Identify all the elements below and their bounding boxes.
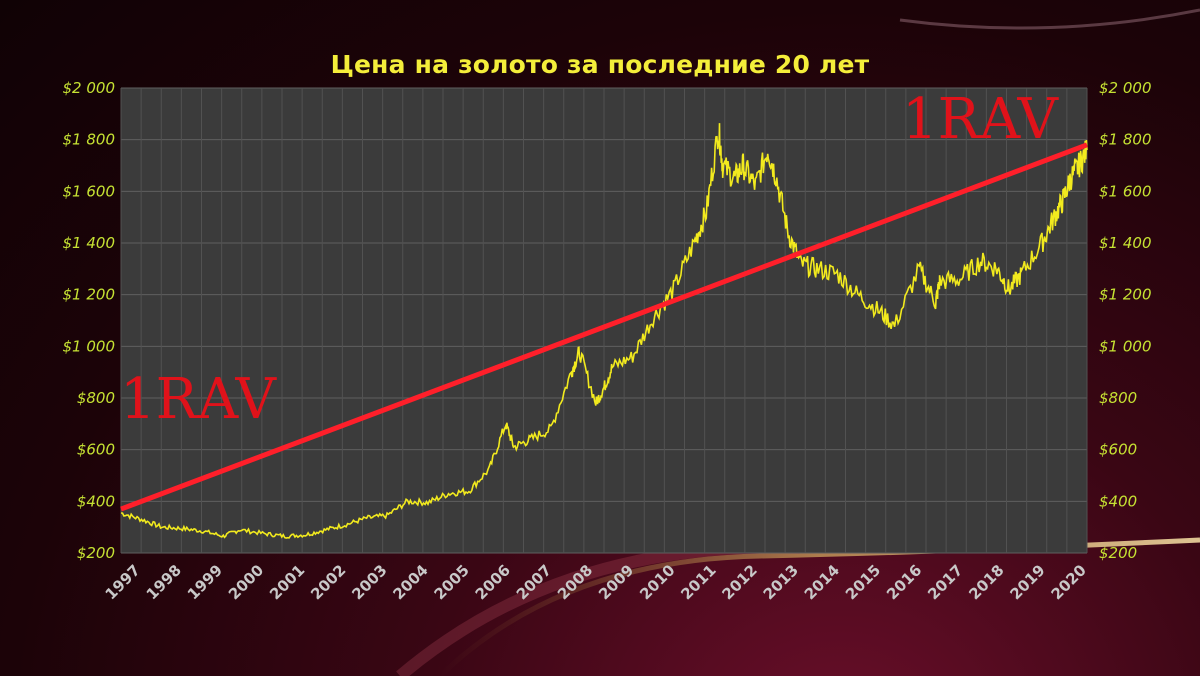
x-axis: 1997199819992000200120022003200420052006… <box>102 561 1090 603</box>
x-tick-label: 2001 <box>266 561 308 603</box>
y-tick-label-right: $800 <box>1099 389 1137 407</box>
x-tick-label: 2014 <box>801 561 843 603</box>
y-tick-label-left: $1 400 <box>63 234 116 252</box>
x-tick-label: 2006 <box>472 561 514 603</box>
y-tick-label-right: $2 000 <box>1099 79 1152 97</box>
y-tick-label-left: $600 <box>77 441 115 459</box>
watermark-left: 1RAV <box>120 367 276 432</box>
x-tick-label: 2016 <box>883 561 925 603</box>
x-tick-label: 2012 <box>719 561 761 603</box>
x-tick-label: 2009 <box>595 561 637 603</box>
y-tick-label-left: $400 <box>77 492 115 510</box>
y-tick-label-left: $800 <box>77 389 115 407</box>
y-tick-label-left: $1 800 <box>63 131 116 149</box>
x-tick-label: 2015 <box>842 561 884 603</box>
y-tick-label-right: $400 <box>1099 492 1137 510</box>
y-tick-label-right: $200 <box>1099 544 1137 562</box>
chart-title: Цена на золото за последние 20 лет <box>330 50 870 79</box>
y-tick-label-left: $2 000 <box>63 79 116 97</box>
x-tick-label: 2008 <box>554 561 596 603</box>
x-tick-label: 2010 <box>636 561 678 603</box>
y-tick-label-right: $1 000 <box>1099 337 1152 355</box>
y-tick-label-left: $1 000 <box>63 337 116 355</box>
y-tick-label-right: $1 800 <box>1099 131 1152 149</box>
y-axis-right: $2 000 $1 800 $1 600 $1 400 $1 200 $1 000 $800… <box>1099 79 1152 562</box>
gold-price-line <box>120 123 1088 539</box>
x-tick-label: 2007 <box>513 561 555 603</box>
y-axis-left: $2 000 $1 800 $1 600 $1 400 $1 200 $1 000 $800… <box>63 79 116 562</box>
x-tick-label: 2000 <box>225 561 267 603</box>
series-layer <box>120 123 1088 539</box>
y-tick-label-right: $1 200 <box>1099 286 1152 304</box>
x-tick-label: 2004 <box>389 561 431 603</box>
y-tick-label-left: $1 200 <box>63 286 116 304</box>
y-tick-label-left: $1 600 <box>63 182 116 200</box>
y-tick-label-right: $600 <box>1099 441 1137 459</box>
x-tick-label: 1999 <box>184 561 226 603</box>
x-tick-label: 1998 <box>143 561 185 603</box>
trendline <box>120 142 1088 512</box>
x-tick-label: 2018 <box>965 561 1007 603</box>
x-tick-label: 2005 <box>431 561 473 603</box>
y-tick-label-right: $1 600 <box>1099 182 1152 200</box>
x-tick-label: 2011 <box>677 561 719 603</box>
y-tick-label-right: $1 400 <box>1099 234 1152 252</box>
y-tick-label-left: $200 <box>77 544 115 562</box>
x-tick-label: 2013 <box>760 561 802 603</box>
trendline-layer <box>120 142 1088 512</box>
x-tick-label: 2019 <box>1006 561 1048 603</box>
x-tick-label: 2002 <box>307 561 349 603</box>
grid-lines <box>120 87 1088 554</box>
watermark-right: 1RAV <box>902 87 1058 152</box>
x-tick-label: 2003 <box>348 561 390 603</box>
x-tick-label: 2020 <box>1048 561 1090 603</box>
x-tick-label: 1997 <box>102 561 144 603</box>
x-tick-label: 2017 <box>924 561 966 603</box>
